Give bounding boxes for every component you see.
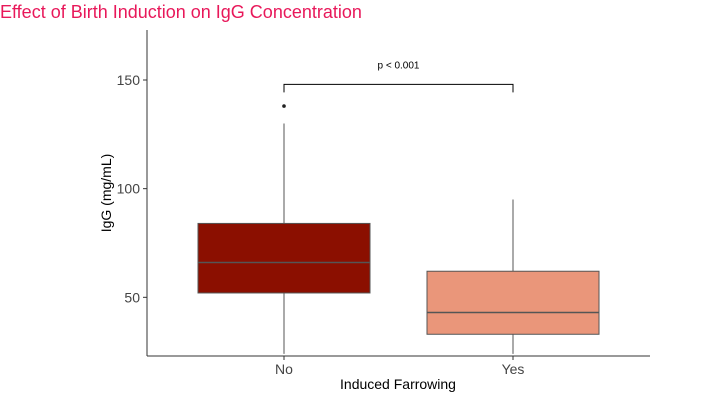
y-tick-label: 100: [117, 181, 141, 197]
significance-label: p < 0.001: [378, 60, 420, 71]
y-tick-label: 50: [124, 289, 140, 305]
y-axis-title: IgG (mg/mL): [98, 154, 114, 233]
x-tick-label: No: [275, 361, 293, 377]
x-tick-label: Yes: [502, 361, 525, 377]
significance-bracket: [283, 83, 514, 93]
chart-title: Effect of Birth Induction on IgG Concent…: [0, 2, 362, 22]
box-group-yes: [426, 199, 600, 354]
x-axis-title: Induced Farrowing: [340, 376, 456, 392]
box-group-no: [197, 104, 371, 354]
y-tick-label: 150: [117, 72, 141, 88]
plot-area: 50 100 150 No Yes p < 0.001: [117, 60, 600, 377]
box: [426, 270, 600, 335]
outlier-point: [282, 104, 286, 108]
box: [197, 222, 371, 294]
